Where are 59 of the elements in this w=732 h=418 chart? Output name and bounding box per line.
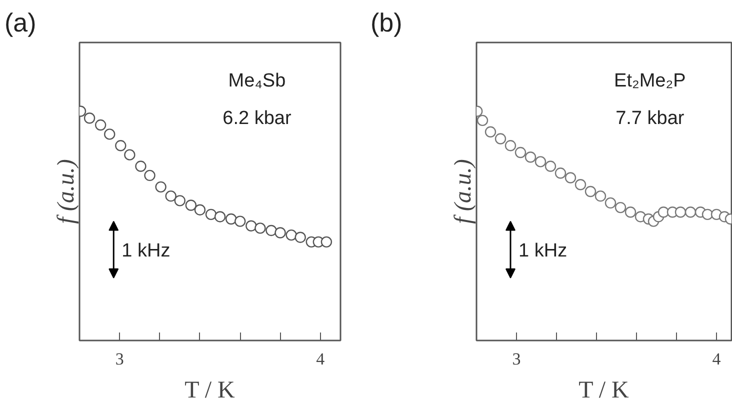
point — [504, 140, 516, 152]
point — [205, 208, 217, 220]
point — [574, 179, 586, 190]
point — [534, 156, 546, 168]
point — [234, 216, 246, 227]
point — [115, 140, 126, 152]
point — [604, 197, 616, 209]
point — [514, 146, 526, 158]
point — [144, 170, 156, 182]
point — [165, 190, 176, 202]
point — [320, 236, 332, 248]
point — [524, 152, 536, 163]
x-axis-title: T / K — [184, 378, 236, 404]
point — [684, 206, 696, 218]
point — [674, 206, 686, 218]
point — [594, 190, 606, 202]
point — [94, 119, 106, 131]
point — [476, 114, 488, 126]
point — [544, 160, 556, 172]
point — [266, 224, 277, 236]
annotation: 1 kHz — [518, 240, 568, 262]
point — [584, 186, 596, 198]
y-axis-title: f (a.u.) — [54, 159, 80, 224]
x-tick-label: 4 — [712, 350, 722, 368]
point — [84, 112, 96, 124]
x-axis-title: T / K — [578, 378, 630, 404]
point — [658, 206, 670, 218]
x-tick-label: 3 — [115, 350, 124, 368]
point — [494, 133, 506, 144]
point — [174, 195, 186, 206]
text: Et₂Me₂P — [614, 70, 686, 92]
point — [124, 149, 136, 160]
y-axis-title: f (a.u.) — [450, 159, 476, 224]
x-tick-label: 3 — [512, 350, 521, 368]
annotation: 6.2 kbar — [222, 108, 292, 129]
point — [274, 227, 286, 238]
point — [554, 168, 566, 179]
point — [702, 208, 714, 220]
point — [246, 220, 257, 232]
point — [185, 200, 197, 211]
point — [135, 160, 146, 172]
text: Me₄Sb — [228, 70, 286, 92]
point — [194, 204, 206, 216]
chart-title: (b) — [370, 8, 402, 38]
point — [104, 128, 116, 140]
chart-title: (a) — [4, 8, 36, 38]
point — [484, 126, 496, 138]
x-tick-label: 4 — [316, 350, 326, 368]
point — [286, 229, 297, 241]
point — [155, 181, 166, 193]
annotation: 1 kHz — [122, 240, 170, 262]
point — [294, 232, 306, 243]
point — [254, 222, 266, 234]
annotation: 7.7 kbar — [616, 108, 685, 129]
point — [564, 172, 576, 184]
point — [624, 206, 636, 218]
point — [214, 211, 226, 222]
point — [614, 202, 626, 214]
point — [225, 213, 237, 225]
